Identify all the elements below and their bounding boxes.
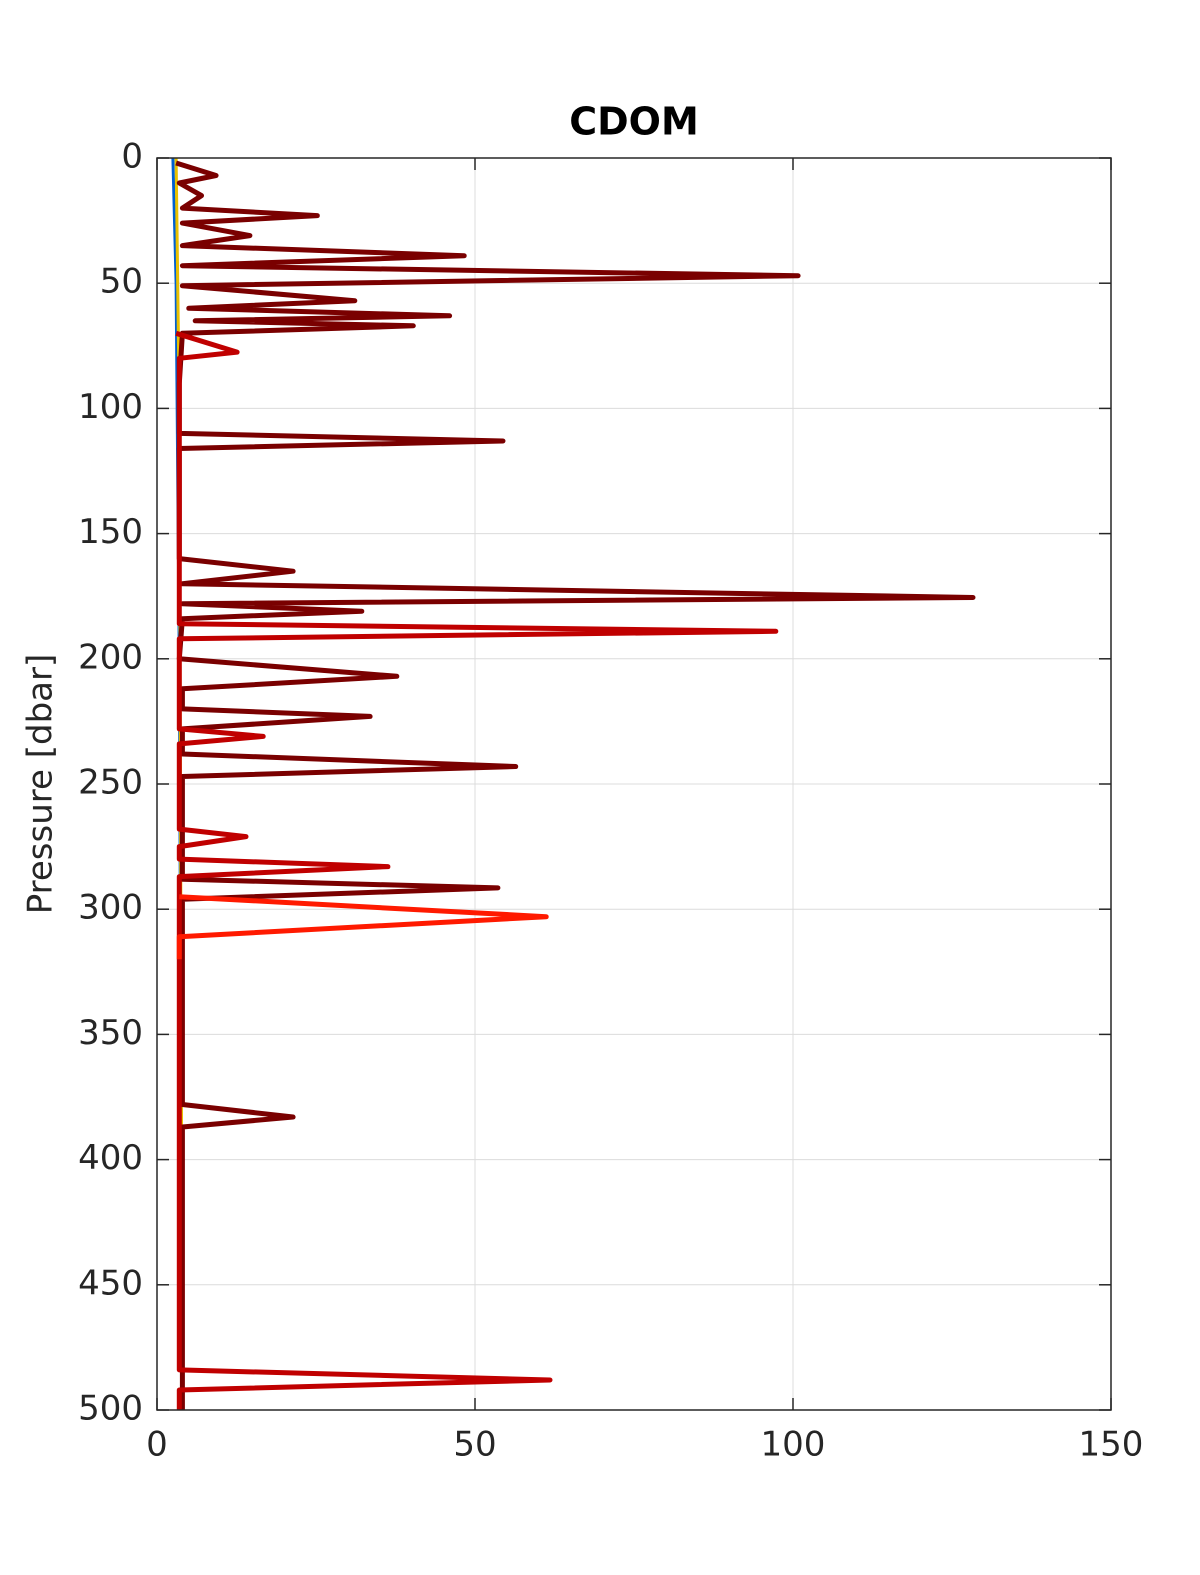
y-tick-label: 50 <box>100 262 143 302</box>
y-tick-label: 200 <box>78 637 143 677</box>
y-tick-label: 100 <box>78 387 143 427</box>
chart-title: CDOM <box>569 100 699 144</box>
y-tick-label: 400 <box>78 1138 143 1178</box>
profile-line <box>175 160 976 1410</box>
plot-frame <box>156 157 1112 1411</box>
y-tick-label: 500 <box>78 1389 143 1429</box>
y-tick-label: 350 <box>78 1013 143 1053</box>
profile-line <box>176 894 549 960</box>
x-tick-label: 0 <box>146 1425 168 1465</box>
x-tick-label: 150 <box>1079 1425 1144 1465</box>
x-tick-label: 100 <box>761 1425 826 1465</box>
y-tick-label: 300 <box>78 888 143 928</box>
y-tick-label: 250 <box>78 763 143 803</box>
y-axis-label: Pressure [dbar] <box>21 654 61 915</box>
profile-line <box>175 330 779 1410</box>
x-tick-label: 50 <box>453 1425 496 1465</box>
y-tick-label: 150 <box>78 512 143 552</box>
y-tick-label: 450 <box>78 1263 143 1303</box>
y-tick-label: 0 <box>121 137 143 177</box>
